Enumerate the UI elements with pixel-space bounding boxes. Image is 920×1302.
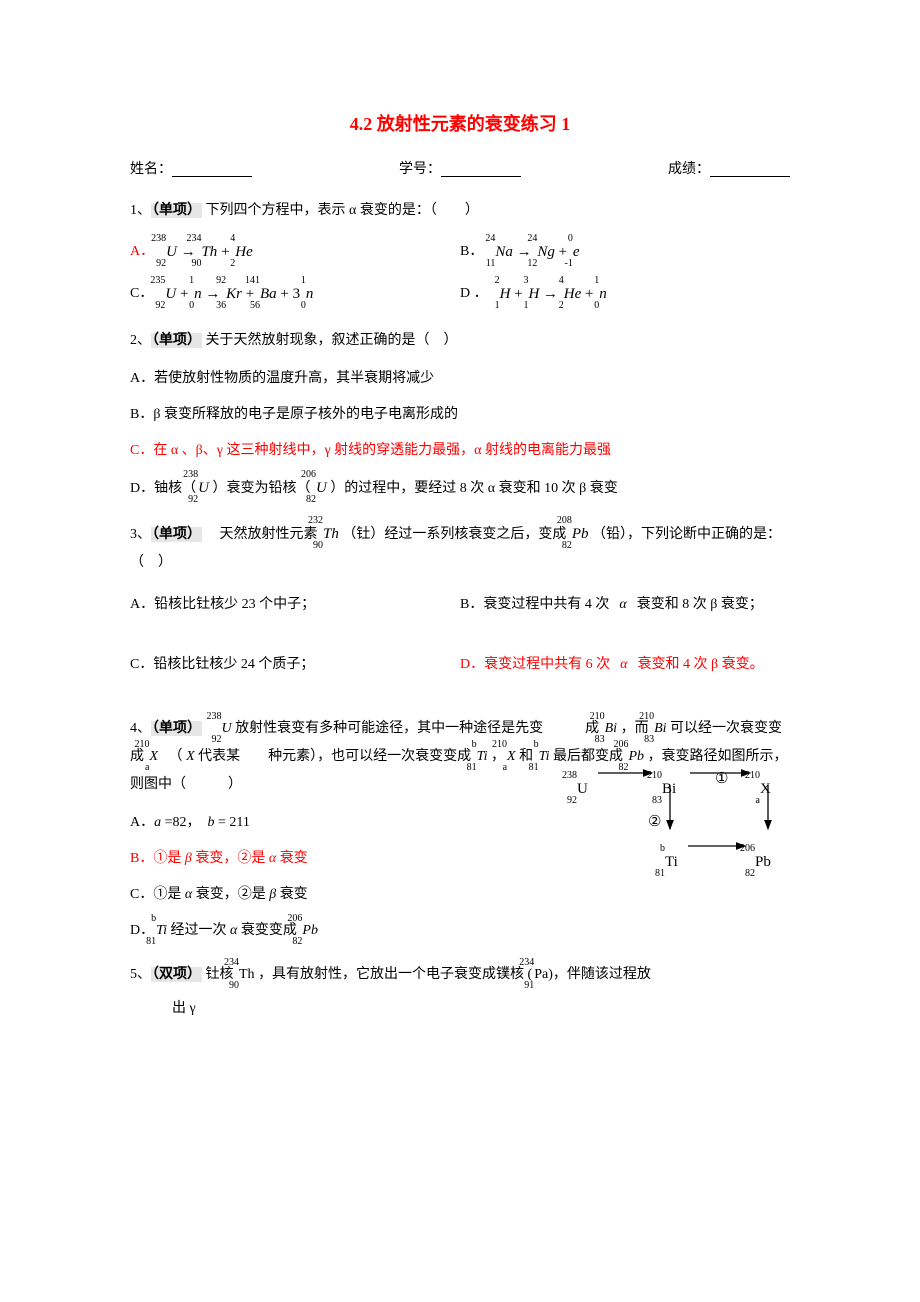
q1-optD-eq: 21H + 31H → 42He + 10n xyxy=(498,279,607,309)
question-2: 2、（单项） 关于天然放射现象，叙述正确的是（ ） A．若使放射性物质的温度升高… xyxy=(130,327,790,507)
q2-optC: C．在 α 、β、γ 这三种射线中，γ 射线的穿透能力最强，α 射线的电离能力最… xyxy=(130,433,790,469)
q2-optD: D．铀核（23892U ）衰变为铅核（ 20682U ）的过程中，要经过 8 次… xyxy=(130,469,790,507)
q1-optD-label: D ． xyxy=(460,280,488,308)
q4-optC: C．①是 α 衰变，②是 β 衰变 xyxy=(130,877,790,913)
q2-num: 2、 xyxy=(130,333,151,348)
q5-type: （双项） xyxy=(151,967,202,982)
q4-diagram: 23892U 21083Bi 210aX b81Ti 20682Pb ① ② xyxy=(560,751,790,882)
diag-Ti: b81Ti xyxy=(663,847,678,877)
diag-X: 210aX xyxy=(758,774,771,804)
q1-optA-eq: 23892U → 23490Th + 42He xyxy=(164,237,253,267)
question-4: 4、（单项） 23892U 放射性衰变有多种可能途径，其中一种途径是先变 成 2… xyxy=(130,715,790,949)
q2-optA: A．若使放射性物质的温度升高，其半衰期将减少 xyxy=(130,361,790,397)
q5-num: 5、 xyxy=(130,967,151,982)
q3-optA: A．铅核比钍核少 23 个中子； xyxy=(130,585,460,625)
q1-optB-label: B． xyxy=(460,238,483,266)
diag-Pb: 20682Pb xyxy=(753,847,771,877)
q3-nuc2: 20882Pb xyxy=(570,526,589,542)
question-3: 3、（单项） 天然放射性元素 23290Th （钍）经过一系列核衰变之后，变成 … xyxy=(130,519,790,685)
q4-optD: D．b81Ti 经过一次 α 衰变变成 20682Pb xyxy=(130,913,790,949)
header-line: 姓名： 学号： 成绩： xyxy=(130,159,790,181)
id-blank xyxy=(441,162,521,177)
diag-U: 23892U xyxy=(575,774,588,804)
q2-type: （单项） xyxy=(151,333,202,348)
q3-optB: B．衰变过程中共有 4 次α衰变和 8 次 β 衰变； xyxy=(460,585,790,625)
id-label: 学号： xyxy=(399,159,441,181)
diag-label2: ② xyxy=(648,807,661,837)
q4-type: （单项） xyxy=(151,721,202,736)
name-label: 姓名： xyxy=(130,159,172,181)
q1-stem: 下列四个方程中，表示 α 衰变的是：（ ） xyxy=(206,203,479,218)
q1-type: （单项） xyxy=(151,203,202,218)
score-blank xyxy=(710,162,790,177)
score-label: 成绩： xyxy=(668,159,710,181)
q5-stem: 钍核 23490Th ，具有放射性，它放出一个电子衰变成镤核 (23491Pa)… xyxy=(206,967,651,982)
diag-Bi: 21083Bi xyxy=(660,774,676,804)
question-1: 1、（单项） 下列四个方程中，表示 α 衰变的是：（ ） A． 23892U →… xyxy=(130,197,790,315)
q2-optB: B．β 衰变所释放的电子是原子核外的电子电离形成的 xyxy=(130,397,790,433)
q1-optC-eq: 23592U + 10n → 9236Kr + 14156Ba + 3 10n xyxy=(163,279,313,309)
q1-optB-eq: 2411Na → 2412Ng + 0-1e xyxy=(493,237,579,267)
q2-stem: 关于天然放射现象，叙述正确的是（ ） xyxy=(206,333,458,348)
diag-label1: ① xyxy=(715,764,728,794)
q3-optC: C．铅核比钍核少 24 个质子； xyxy=(130,645,460,685)
name-blank xyxy=(172,162,252,177)
q3-optD: D．衰变过程中共有 6 次α衰变和 4 次 β 衰变。 xyxy=(460,645,790,685)
q5-stem-cont: 出 γ xyxy=(130,995,790,1023)
q1-num: 1、 xyxy=(130,203,151,218)
q3-nuc1: 23290Th xyxy=(321,526,339,542)
q3-type: （单项） xyxy=(151,527,202,542)
page-title: 4.2 放射性元素的衰变练习 1 xyxy=(130,110,790,139)
question-5: 5、（双项） 钍核 23490Th ，具有放射性，它放出一个电子衰变成镤核 (2… xyxy=(130,961,790,1023)
page: 4.2 放射性元素的衰变练习 1 姓名： 学号： 成绩： 1、（单项） 下列四个… xyxy=(0,0,920,1302)
q3-num: 3、 xyxy=(130,527,151,542)
